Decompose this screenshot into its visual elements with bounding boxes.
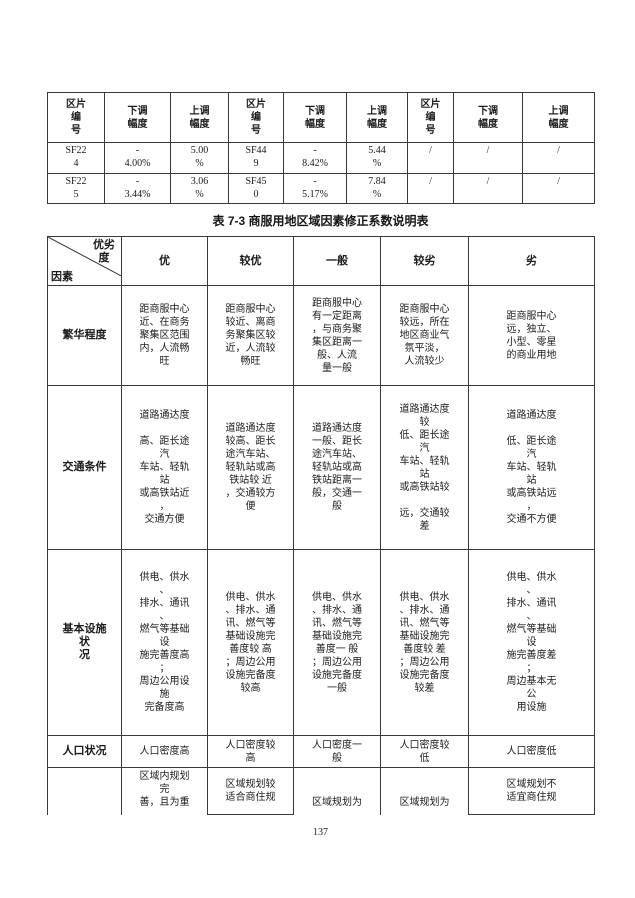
table-row: SF22 4 - 4.00% 5.00 % SF44 9 - 8.42% 5.4… <box>47 142 595 174</box>
table-cell: 区域规划为 <box>293 767 381 815</box>
table-cell: 道路通达度 低、距长途 汽 车站、轻轨 站 或高铁站远 ， 交通不方便 <box>468 385 595 550</box>
table-cell: 人口密度低 <box>468 735 595 768</box>
table-row: 基本设施 状 况 供电、供水 、 排水、通讯 、 燃气等基础 设 施完善度高 ；… <box>47 549 595 736</box>
table-header-row: 优劣 度 因素 优 较优 一般 较劣 劣 <box>47 236 595 286</box>
table-cell: 道路通达度 一般、距长 途汽车站、 轻轨站或高 铁站距离一 般，交通一 般 <box>293 385 381 550</box>
column-header: 较优 <box>207 236 294 286</box>
table-cell: / <box>522 142 595 174</box>
table-cell: 5.00 % <box>170 142 229 174</box>
table-cell: 道路通达度 较高、距长 途汽车站、 轻轨站或高 铁站较 近 ，交通较方 便 <box>207 385 294 550</box>
table-cell: / <box>407 142 454 174</box>
column-header: 一般 <box>293 236 381 286</box>
table-cell: 人口密度较 高 <box>207 735 294 768</box>
page-number: 137 <box>313 827 328 838</box>
table-cell: 7.84 % <box>346 173 408 204</box>
table-cell: / <box>453 142 523 174</box>
row-label: 繁华程度 <box>47 285 122 386</box>
table-cell: 人口密度高 <box>121 735 208 768</box>
table-cell: / <box>407 173 454 204</box>
table-cell: - 5.17% <box>283 173 347 204</box>
table-cell: 5.44 % <box>346 142 408 174</box>
column-header: 区片 编 号 <box>407 92 454 143</box>
corner-label-quality: 优劣 度 <box>93 239 115 264</box>
column-header: 下调 幅度 <box>283 92 347 143</box>
table-row: 人口状况 人口密度高 人口密度较 高 人口密度一 般 人口密度较 低 人口密度低 <box>47 735 595 768</box>
table-cell: 距商服中心 较远，所在 地区商业气 氛平淡， 人流较少 <box>380 285 469 386</box>
table-cell: 3.06 % <box>170 173 229 204</box>
table-cell: 距商服中心 有一定距离 ，与商务聚 集区距离一 般、人流 量一般 <box>293 285 381 386</box>
table-cell: / <box>453 173 523 204</box>
table-row: SF22 5 - 3.44% 3.06 % SF45 0 - 5.17% 7.8… <box>47 173 595 204</box>
table-cell: 区域规划较 适合商住规 <box>207 767 294 815</box>
table-cell: SF44 9 <box>228 142 284 174</box>
table-cell: 道路通达度 高、距长途 汽 车站、轻轨 站 或高铁站近 ， 交通方便 <box>121 385 208 550</box>
table-cell: - 8.42% <box>283 142 347 174</box>
column-header: 较劣 <box>380 236 469 286</box>
table-cell: 区域内规划 完 善，且为重 <box>121 767 208 815</box>
column-header: 区片 编 号 <box>47 92 105 143</box>
table-cell: 距商服中心 远，独立、 小型、零星 的商业用地 <box>468 285 595 386</box>
column-header: 上调 幅度 <box>170 92 229 143</box>
table-cell: 区域规划为 <box>380 767 469 815</box>
table-row: 繁华程度 距商服中心 近、在商务 聚集区范围 内，人流畅 旺 距商服中心 较近、… <box>47 285 595 386</box>
corner-label-factor: 因素 <box>51 271 73 283</box>
column-header: 区片 编 号 <box>228 92 284 143</box>
table-caption: 表 7-3 商服用地区域因素修正系数说明表 <box>212 214 429 228</box>
table-cell: 供电、供水 、排水、通 讯、燃气等 基础设施完 善度较 差 ；周边公用 设施完备… <box>380 549 469 736</box>
table-cell: 区域规划不 适宜商住规 <box>468 767 595 815</box>
table-cell: 距商服中心 近、在商务 聚集区范围 内，人流畅 旺 <box>121 285 208 386</box>
table-cell: SF22 4 <box>47 142 105 174</box>
column-header: 劣 <box>468 236 595 286</box>
table-cell: 距商服中心 较近、离商 务聚集区较 近，人流较 畅旺 <box>207 285 294 386</box>
row-label: 交通条件 <box>47 385 122 550</box>
table-cell: - 3.44% <box>104 173 171 204</box>
table-cell: 供电、供水 、排水、通 讯、燃气等 基础设施完 善度较 高 ；周边公用 设施完备… <box>207 549 294 736</box>
table-cell: 供电、供水 、 排水、通讯 、 燃气等基础 设 施完善度高 ； 周边公用设 施 … <box>121 549 208 736</box>
table-header-row: 区片 编 号 下调 幅度 上调 幅度 区片 编 号 下调 幅度 上调 幅度 区片… <box>47 92 595 143</box>
table-cell: 供电、供水 、排水、通 讯、燃气等 基础设施完 善度一 般 ；周边公用 设施完备… <box>293 549 381 736</box>
factor-description-table: 优劣 度 因素 优 较优 一般 较劣 劣 繁华程度 距商服中心 近、在商务 聚集… <box>47 236 595 815</box>
page-content: 区片 编 号 下调 幅度 上调 幅度 区片 编 号 下调 幅度 上调 幅度 区片… <box>47 92 595 838</box>
table-cell: 人口密度较 低 <box>380 735 469 768</box>
column-header: 下调 幅度 <box>453 92 523 143</box>
diagonal-line <box>48 237 121 277</box>
adjustment-coefficient-table: 区片 编 号 下调 幅度 上调 幅度 区片 编 号 下调 幅度 上调 幅度 区片… <box>47 92 595 204</box>
row-label <box>47 767 122 815</box>
table-cell: - 4.00% <box>104 142 171 174</box>
column-header: 优 <box>121 236 208 286</box>
table-cell: 供电、供水 、 排水、通讯 、 燃气等基础 设 施完善度差 ； 周边基本无 公 … <box>468 549 595 736</box>
table-cell: SF45 0 <box>228 173 284 204</box>
column-header: 上调 幅度 <box>346 92 408 143</box>
table-cell: 道路通达度 较 低、距长途 汽 车站、轻轨 站 或高铁站较 远，交通较 差 <box>380 385 469 550</box>
table-cell: / <box>522 173 595 204</box>
table-row-partial: 区域内规划 完 善，且为重 区域规划较 适合商住规 区域规划为 区域规划为 区域… <box>47 767 595 815</box>
corner-header-cell: 优劣 度 因素 <box>47 236 122 286</box>
table-cell: 人口密度一 般 <box>293 735 381 768</box>
row-label: 基本设施 状 况 <box>47 549 122 736</box>
table-row: 交通条件 道路通达度 高、距长途 汽 车站、轻轨 站 或高铁站近 ， 交通方便 … <box>47 385 595 550</box>
row-label: 人口状况 <box>47 735 122 768</box>
column-header: 上调 幅度 <box>522 92 595 143</box>
table-cell: SF22 5 <box>47 173 105 204</box>
column-header: 下调 幅度 <box>104 92 171 143</box>
